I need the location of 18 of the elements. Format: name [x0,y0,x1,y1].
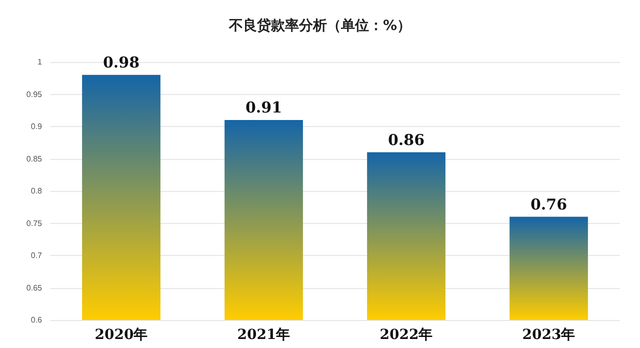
y-tick-label: 1 [38,58,43,66]
y-tick-label: 0.7 [30,251,43,260]
y-tick-label: 0.9 [30,122,43,131]
data-label: 0.98 [102,53,140,72]
y-tick-label: 0.6 [30,316,43,324]
y-tick-label: 0.8 [30,186,43,196]
x-tick-label: 2022年 [380,327,433,343]
y-tick-label: 0.65 [26,283,43,292]
y-tick-label: 0.95 [26,90,43,99]
data-label: 0.86 [388,130,425,149]
data-label: 0.76 [530,195,568,214]
x-tick-label: 2023年 [522,327,576,343]
y-tick-label: 0.75 [26,218,43,228]
x-tick-label: 2020年 [94,327,148,343]
chart-title: 不良贷款率分析（单位：%） [228,17,412,34]
x-tick-label: 2021年 [237,327,290,343]
y-tick-label: 0.85 [26,154,43,164]
data-label: 0.91 [245,98,282,117]
